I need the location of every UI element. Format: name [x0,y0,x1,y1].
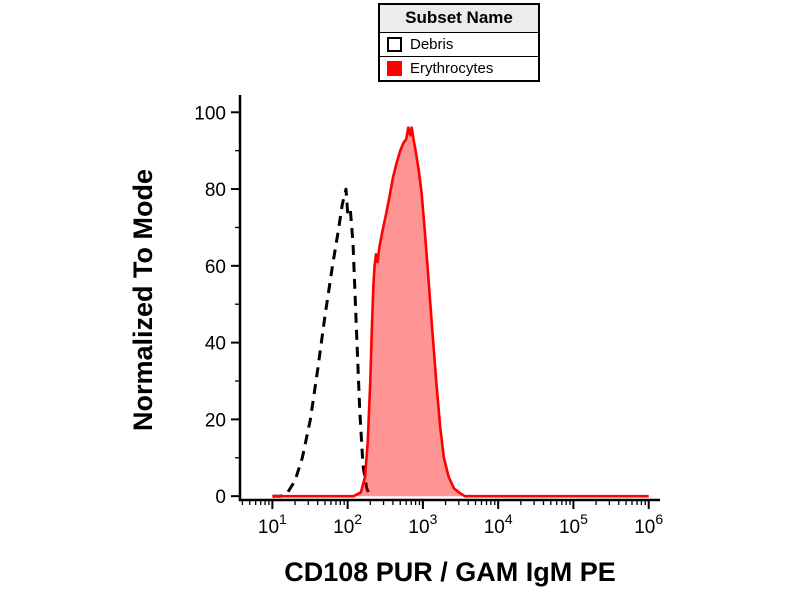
svg-text:106: 106 [634,511,663,538]
svg-text:100: 100 [194,103,226,124]
legend: Subset Name Debris Erythrocytes [378,3,540,82]
svg-text:60: 60 [205,257,226,278]
legend-label-debris: Debris [410,36,454,53]
legend-entry-debris: Debris [380,33,538,57]
series-curves [272,126,649,498]
svg-text:105: 105 [559,511,588,538]
svg-text:103: 103 [408,511,437,538]
svg-text:104: 104 [484,511,513,538]
axes: 101 102 103 104 105 106 0 20 40 60 80 100 [194,95,663,538]
svg-text:40: 40 [205,334,226,355]
svg-text:0: 0 [215,487,226,508]
legend-entry-erythrocytes: Erythrocytes [380,57,538,80]
y-axis-label: Normalized To Mode [128,169,158,431]
erythrocytes-swatch-icon [387,61,402,76]
legend-header: Subset Name [380,5,538,33]
svg-text:80: 80 [205,180,226,201]
x-axis-label: CD108 PUR / GAM IgM PE [284,557,616,587]
svg-text:101: 101 [258,511,287,538]
debris-swatch-icon [387,37,402,52]
svg-text:20: 20 [205,410,226,431]
legend-label-erythrocytes: Erythrocytes [410,60,494,77]
svg-text:102: 102 [333,511,362,538]
